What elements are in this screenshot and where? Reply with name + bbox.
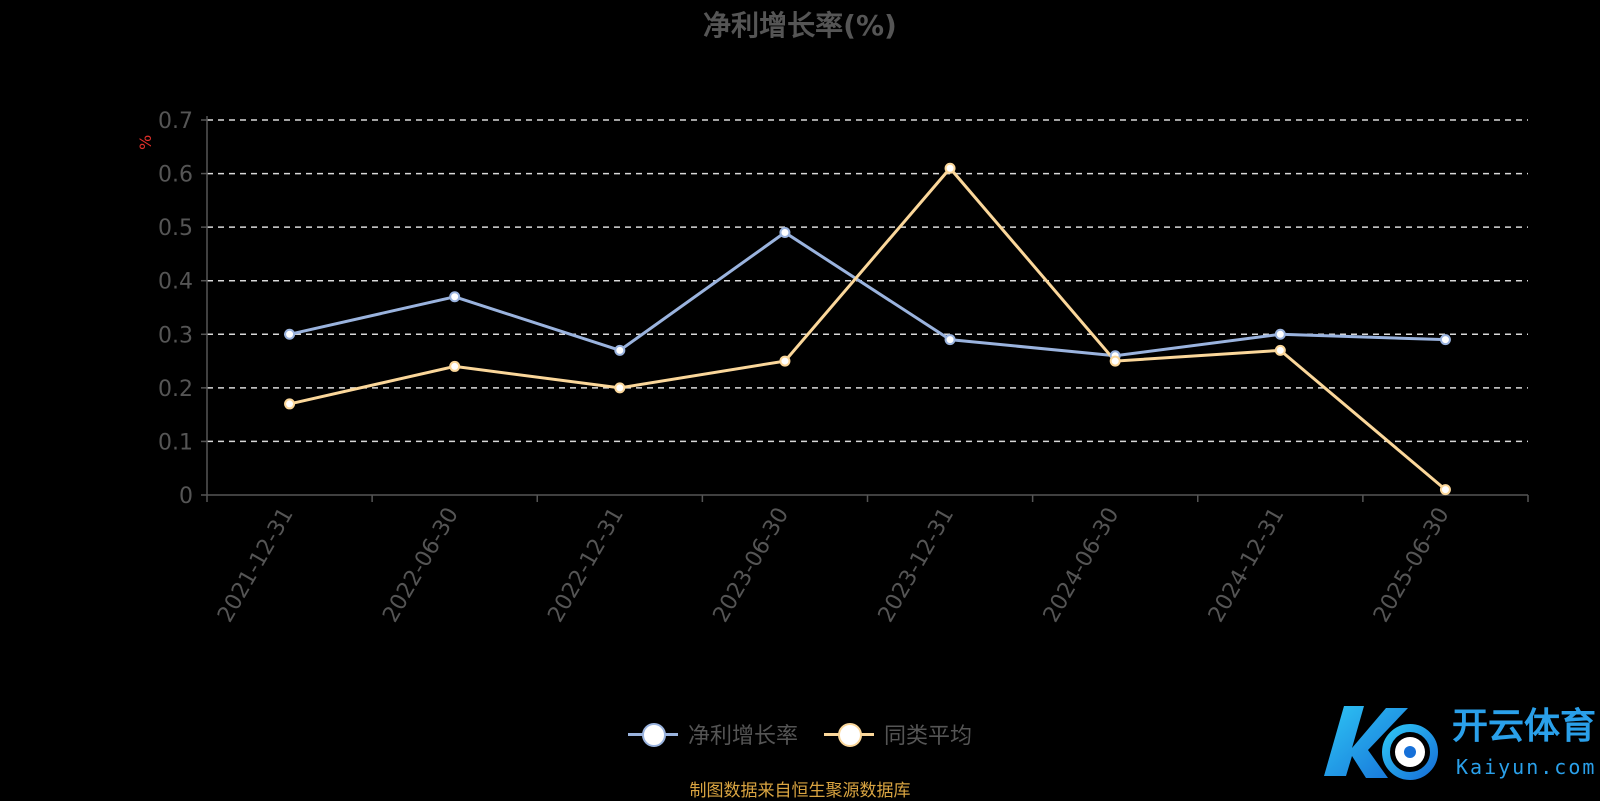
y-tick-label: 0.6 (158, 163, 193, 188)
data-point-1 (779, 227, 791, 238)
x-tick-label: 2024-12-31 (1204, 504, 1290, 627)
data-point-1 (1439, 334, 1451, 346)
data-point-1 (944, 334, 956, 346)
legend-label: 同类平均 (884, 724, 973, 749)
legend-label: 净利增长率 (687, 724, 798, 749)
x-tick-label: 2023-12-31 (874, 504, 960, 627)
y-tick-label: 0.7 (158, 109, 193, 134)
data-point-2 (779, 355, 791, 367)
data-point-2 (1439, 484, 1451, 496)
legend-item-series-1[interactable]: 净利增长率 (627, 718, 798, 750)
series-line-1 (289, 230, 1446, 358)
data-point-2 (1109, 355, 1121, 367)
data-point-2 (284, 398, 296, 410)
legend: 净利增长率 同类平均 (0, 718, 1600, 750)
legend-marker-icon (824, 723, 874, 747)
x-tick-label: 2021-12-31 (213, 504, 299, 627)
watermark-logo: 开云体育 Kaiyun.com (1316, 698, 1600, 788)
y-tick-label: 0.5 (158, 216, 193, 241)
x-tick-label: 2024-06-30 (1039, 504, 1125, 627)
x-tick-label: 2022-12-31 (543, 504, 629, 627)
data-point-1 (284, 328, 296, 340)
y-tick-label: 0.1 (158, 430, 193, 455)
y-tick-label: 0.3 (158, 323, 193, 348)
y-tick-label: 0.2 (158, 377, 193, 402)
series-line-2 (289, 165, 1447, 491)
watermark-domain: Kaiyun.com (1456, 755, 1596, 779)
data-point-2 (1274, 344, 1286, 356)
x-tick-label: 2023-06-30 (709, 504, 795, 627)
data-point-1 (1274, 328, 1286, 340)
chart-title: 净利增长率(%) (703, 9, 897, 42)
data-point-1 (449, 291, 461, 303)
data-point-2 (614, 382, 626, 394)
data-point-2 (449, 360, 461, 372)
y-tick-label: 0.4 (158, 270, 193, 295)
data-point-1 (614, 344, 626, 356)
x-tick-label: 2025-06-30 (1369, 504, 1455, 627)
watermark-brand: 开云体育 (1452, 706, 1596, 747)
data-source-note: 制图数据来自恒生聚源数据库 (689, 781, 911, 801)
data-point-2 (944, 162, 956, 174)
legend-item-series-2[interactable]: 同类平均 (824, 718, 972, 750)
y-tick-label: 0 (179, 484, 193, 509)
legend-marker-icon (627, 723, 678, 747)
x-tick-label: 2022-06-30 (378, 504, 464, 627)
